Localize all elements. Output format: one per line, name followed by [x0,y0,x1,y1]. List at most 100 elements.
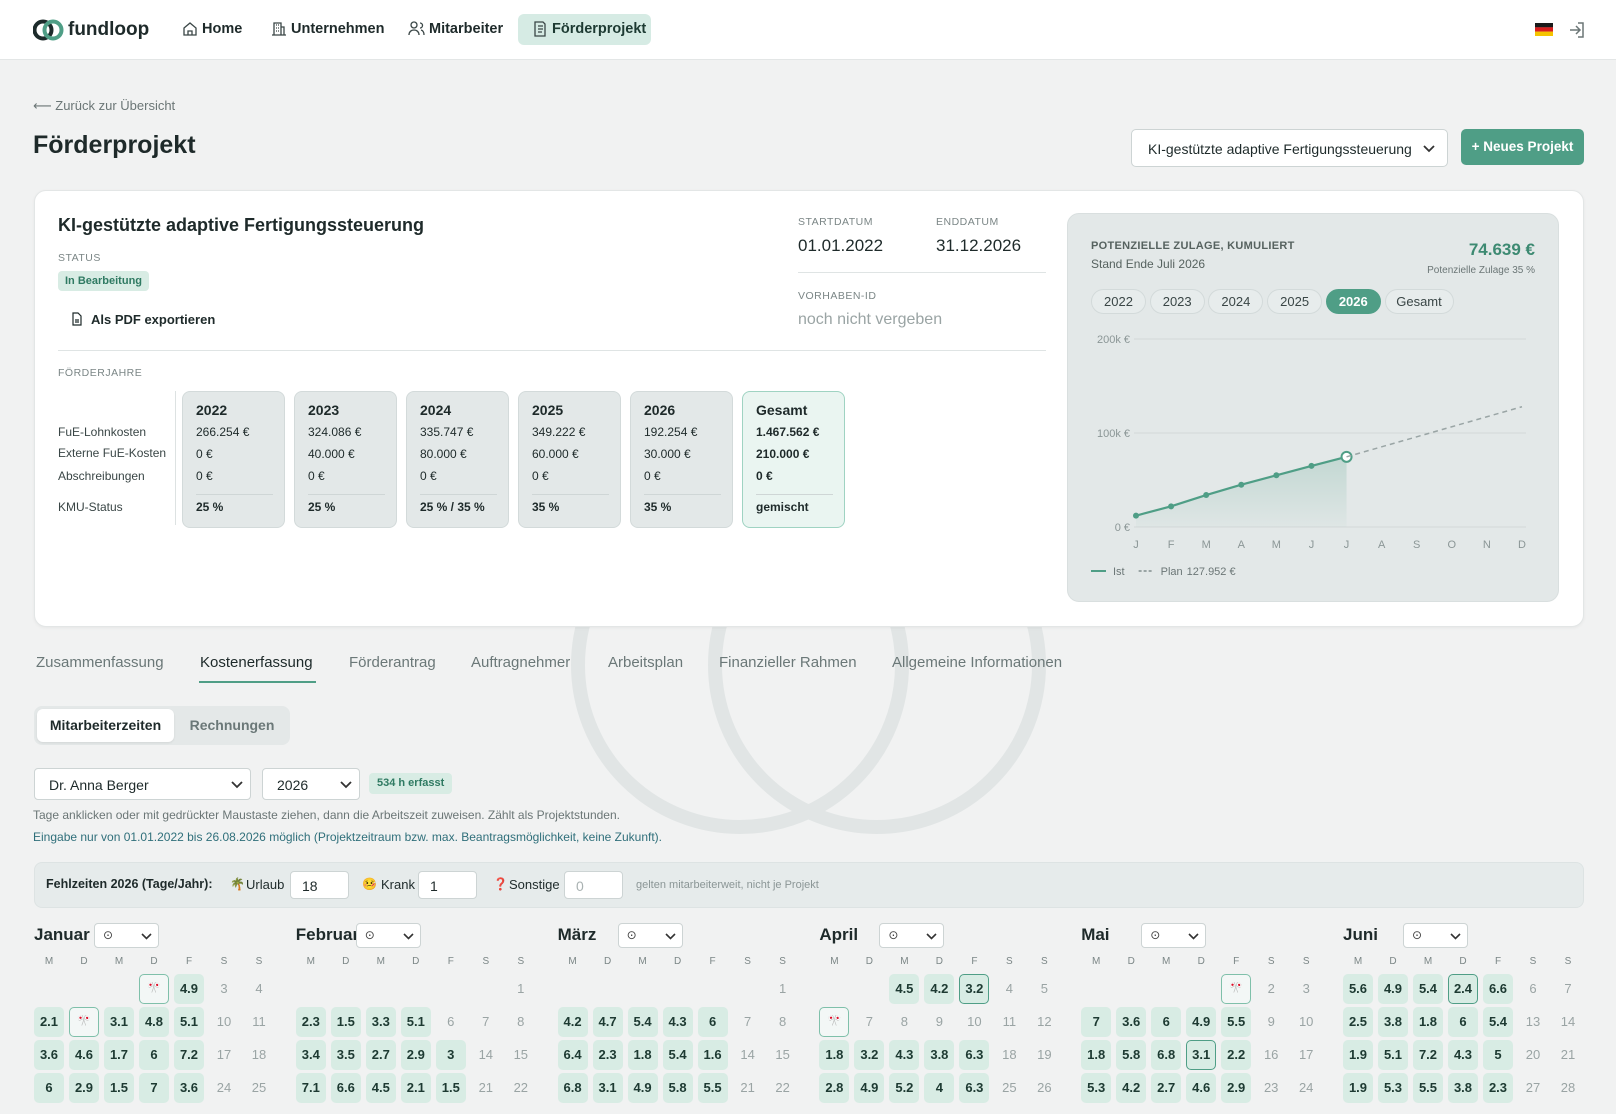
hours-cell[interactable]: 1.6 [697,1040,728,1070]
nav-item[interactable]: Unternehmen [291,21,385,37]
hours-cell[interactable]: 5.1 [400,1007,431,1037]
logo[interactable] [33,18,65,42]
hours-cell[interactable]: 1.7 [104,1040,134,1070]
hours-cell[interactable]: 5.6 [1343,974,1373,1004]
hours-cell[interactable]: 5.4 [1413,974,1443,1004]
day-cell[interactable]: 17 [216,1047,232,1062]
hours-cell[interactable]: 6.4 [557,1040,588,1070]
day-cell[interactable]: 24 [216,1080,232,1095]
hours-cell[interactable]: 4.3 [1448,1040,1478,1070]
day-cell[interactable]: 10 [967,1014,982,1029]
hours-cell[interactable]: 4.7 [592,1007,623,1037]
language-flag[interactable] [1535,23,1553,36]
hours-cell[interactable]: 3.1 [104,1007,134,1037]
absence-input[interactable]: 1 [418,871,477,899]
holiday-cell[interactable]: 🎌 [819,1007,850,1037]
day-cell[interactable]: 2 [1267,981,1275,996]
day-cell[interactable]: 25 [1002,1080,1017,1095]
nav-item[interactable]: Förderprojekt [552,21,647,37]
hours-cell[interactable]: 2.1 [400,1073,431,1103]
hours-cell[interactable]: 6 [34,1073,64,1103]
month-select[interactable]: ⊙ [355,923,421,948]
hours-cell[interactable]: 6.6 [330,1073,361,1103]
hours-cell[interactable]: 4.9 [854,1073,885,1103]
day-cell[interactable]: 20 [1525,1047,1541,1062]
subtab[interactable]: Rechnungen [189,717,275,733]
hours-cell[interactable]: 4.9 [627,1073,658,1103]
project-select[interactable]: KI-gestützte adaptive Fertigungssteuerun… [1131,129,1448,167]
export-button[interactable]: Als PDF exportieren [91,312,216,327]
hours-cell[interactable]: 5.1 [1378,1040,1408,1070]
hours-cell[interactable]: 4 [924,1073,955,1103]
nav-item[interactable]: Mitarbeiter [429,21,504,37]
hours-cell[interactable]: 5.4 [1483,1007,1513,1037]
hours-cell[interactable]: 6.3 [959,1040,990,1070]
hours-cell[interactable]: 1.5 [104,1073,134,1103]
hours-cell[interactable]: 4.6 [69,1040,99,1070]
tab[interactable]: Finanzieller Rahmen [719,654,857,671]
hours-cell[interactable]: 5.5 [697,1073,728,1103]
day-cell[interactable]: 21 [740,1080,755,1095]
day-cell[interactable]: 11 [252,1014,266,1029]
hours-cell[interactable]: 4.8 [139,1007,169,1037]
hours-cell[interactable]: 7.1 [295,1073,326,1103]
hours-cell[interactable]: 4.9 [1186,1007,1217,1037]
hours-cell[interactable]: 3.6 [1116,1007,1147,1037]
hours-cell[interactable]: 3.8 [1378,1007,1408,1037]
hours-cell[interactable]: 4.3 [889,1040,920,1070]
hours-cell[interactable]: 5.8 [662,1073,693,1103]
tab[interactable]: Kostenerfassung [200,654,313,671]
brand[interactable]: fundloop [68,19,150,40]
day-cell[interactable]: 11 [1002,1014,1017,1029]
day-cell[interactable]: 18 [251,1047,267,1062]
new-project-button[interactable]: + Neues Projekt [1461,129,1584,165]
day-cell[interactable]: 1 [517,981,525,996]
day-cell[interactable]: 17 [1298,1047,1314,1062]
hours-cell[interactable]: 2.5 [1343,1007,1373,1037]
day-cell[interactable]: 9 [1267,1014,1275,1029]
hours-cell[interactable]: 5.5 [1413,1073,1443,1103]
hours-cell[interactable]: 6.8 [557,1073,588,1103]
hours-cell[interactable]: 6 [1151,1007,1182,1037]
holiday-hours-cell[interactable]: 3.2 [959,974,990,1004]
hours-cell[interactable]: 6.6 [1483,974,1513,1004]
day-cell[interactable]: 24 [1298,1080,1314,1095]
day-cell[interactable]: 5 [1040,981,1048,996]
day-cell[interactable]: 19 [1037,1047,1052,1062]
day-cell[interactable]: 7 [482,1014,490,1029]
hours-cell[interactable]: 3 [435,1040,466,1070]
hours-cell[interactable]: 4.2 [1116,1073,1147,1103]
day-cell[interactable]: 22 [775,1080,790,1095]
year-tab[interactable]: 2025 [1267,289,1323,314]
hours-cell[interactable]: 6.3 [959,1073,990,1103]
tab[interactable]: Auftragnehmer [471,654,571,671]
hours-cell[interactable]: 5.3 [1081,1073,1112,1103]
hours-cell[interactable]: 2.9 [1221,1073,1252,1103]
day-cell[interactable]: 4 [1005,981,1013,996]
day-cell[interactable]: 4 [255,981,263,996]
hours-cell[interactable]: 3.3 [365,1007,396,1037]
day-cell[interactable]: 28 [1560,1080,1576,1095]
hours-cell[interactable]: 1.9 [1343,1073,1373,1103]
day-cell[interactable]: 14 [1560,1014,1576,1029]
tab[interactable]: Allgemeine Informationen [892,654,1063,671]
day-cell[interactable]: 3 [1302,981,1310,996]
hours-cell[interactable]: 5.8 [1116,1040,1147,1070]
hours-cell[interactable]: 5 [1483,1040,1513,1070]
hours-cell[interactable]: 3.6 [174,1073,204,1103]
hours-cell[interactable]: 4.5 [889,974,920,1004]
day-cell[interactable]: 10 [216,1014,232,1029]
hours-cell[interactable]: 5.4 [662,1040,693,1070]
month-select[interactable]: ⊙ [94,923,159,948]
hours-cell[interactable]: 4.3 [662,1007,693,1037]
hours-cell[interactable]: 2.7 [365,1040,396,1070]
hours-cell[interactable]: 4.6 [1186,1073,1217,1103]
hours-cell[interactable]: 7.2 [1413,1040,1443,1070]
hours-cell[interactable]: 6 [697,1007,728,1037]
holiday-hours-cell[interactable]: 2.4 [1448,974,1478,1004]
hours-cell[interactable]: 2.9 [69,1073,99,1103]
hours-cell[interactable]: 5.1 [174,1007,204,1037]
day-cell[interactable]: 8 [517,1014,525,1029]
hours-cell[interactable]: 4.9 [174,974,204,1004]
month-select[interactable]: ⊙ [617,923,683,948]
